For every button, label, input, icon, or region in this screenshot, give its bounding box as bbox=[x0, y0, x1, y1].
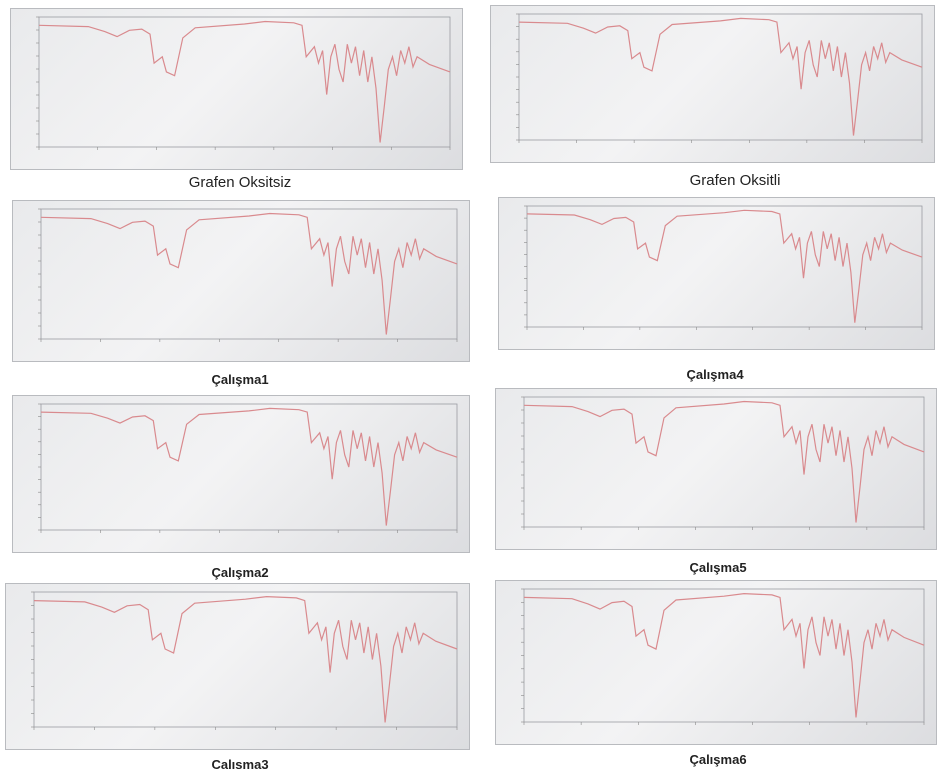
plot bbox=[31, 591, 458, 730]
plot-frame bbox=[518, 13, 923, 141]
caption: Calısma3 bbox=[211, 757, 269, 772]
plot bbox=[38, 403, 458, 533]
plot-frame bbox=[40, 208, 458, 340]
plot-frame bbox=[523, 396, 925, 528]
plot-frame bbox=[33, 591, 458, 728]
caption: Grafen Oksitli bbox=[689, 172, 781, 189]
caption: Çalışma4 bbox=[686, 367, 744, 382]
spectrum-line bbox=[526, 209, 923, 323]
plot bbox=[38, 208, 458, 342]
caption: Grafen Oksitsiz bbox=[188, 174, 292, 191]
plot bbox=[524, 205, 923, 330]
caption: Çalışma6 bbox=[689, 752, 747, 767]
plot bbox=[516, 13, 923, 143]
spectrum-line bbox=[40, 212, 458, 335]
plot-frame bbox=[526, 205, 923, 328]
plot-frame bbox=[523, 588, 925, 723]
spectrum-photo bbox=[490, 5, 935, 163]
plot bbox=[36, 16, 451, 150]
spectrum-photo bbox=[12, 200, 470, 362]
spectrum-photo bbox=[5, 583, 470, 750]
spectrum-photo bbox=[12, 395, 470, 553]
spectrum-line bbox=[523, 592, 925, 718]
spectrum-photo bbox=[10, 8, 463, 170]
caption: Çalışma5 bbox=[689, 560, 747, 575]
plot bbox=[521, 396, 925, 530]
plot-frame bbox=[40, 403, 458, 531]
spectrum-line bbox=[38, 20, 451, 143]
spectrum-line bbox=[40, 407, 458, 526]
spectrum-line bbox=[33, 595, 458, 723]
spectrum-line bbox=[523, 400, 925, 523]
plot bbox=[521, 588, 925, 725]
spectrum-photo bbox=[495, 580, 937, 745]
spectrum-line bbox=[518, 17, 923, 136]
caption: Çalışma1 bbox=[211, 372, 269, 387]
spectrum-photo bbox=[495, 388, 937, 550]
caption: Çalışma2 bbox=[211, 565, 269, 580]
plot-frame bbox=[38, 16, 451, 148]
spectrum-photo bbox=[498, 197, 935, 350]
